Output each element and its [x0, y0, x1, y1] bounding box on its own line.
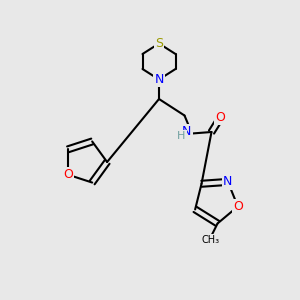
Text: O: O	[63, 168, 73, 181]
Text: CH₃: CH₃	[201, 235, 219, 245]
Text: O: O	[233, 200, 243, 213]
Text: N: N	[154, 73, 164, 86]
Text: H: H	[177, 131, 186, 141]
Text: N: N	[223, 176, 232, 188]
Text: S: S	[155, 37, 163, 50]
Text: O: O	[216, 111, 225, 124]
Text: N: N	[182, 125, 191, 139]
